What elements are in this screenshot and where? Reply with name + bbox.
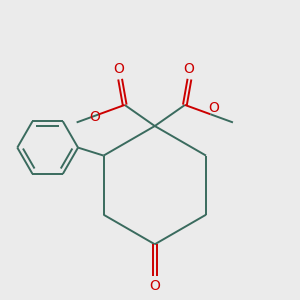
Text: O: O [113,62,124,76]
Text: O: O [89,110,100,124]
Text: O: O [208,101,219,116]
Text: O: O [183,62,194,76]
Text: O: O [149,280,160,293]
